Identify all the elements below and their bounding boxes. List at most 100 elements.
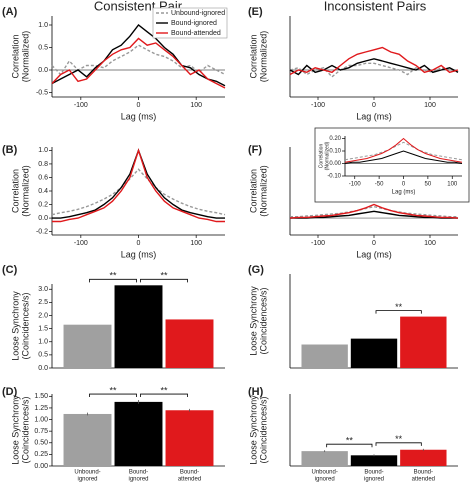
panel-label: (C) [2, 264, 18, 276]
significance-label: ** [160, 271, 168, 281]
bar [301, 344, 348, 368]
x-tick-label: attended [178, 477, 201, 483]
y-tick-label: 0.4 [38, 188, 48, 195]
y-tick-label: 1.25 [34, 405, 48, 412]
x-tick-label: -100 [311, 102, 325, 109]
y-axis-label: (Coincidences/s) [20, 396, 30, 463]
y-axis-label: Correlation [318, 144, 324, 169]
y-axis-label: Correlation [248, 169, 258, 213]
bar [114, 401, 163, 466]
y-tick-label: 0.8 [38, 161, 48, 168]
significance-label: ** [160, 385, 168, 395]
y-tick-label: 0.0 [38, 215, 48, 222]
panel: (D)Loose Synchrony (Coincidences/s) 0.00 0.… [2, 385, 225, 483]
significance-label: ** [109, 271, 117, 281]
series-line [51, 37, 226, 89]
y-tick-label: 0.5 [38, 44, 48, 51]
panel: (C) Loose Synchrony (Coincidences/s) 0.0 0.5… [2, 264, 225, 372]
bar [400, 316, 447, 368]
x-tick-label: 0 [402, 182, 406, 188]
panel: (A) Correlation (Normalized) -0.5 0.0 0.5 1.0 -… [2, 6, 228, 121]
bar [114, 285, 163, 368]
y-tick-label: 0.10 [329, 149, 341, 155]
y-axis-label: (Normalized) [258, 165, 268, 217]
x-axis-label: Lag (ms) [392, 190, 416, 196]
y-tick-label: 1.5 [38, 325, 48, 332]
panel-label: (A) [2, 6, 18, 18]
y-tick-label: 0.75 [34, 428, 48, 435]
y-tick-label: -0.5 [36, 89, 48, 96]
y-tick-label: -0.10 [327, 174, 341, 180]
x-tick-label: ignored [128, 477, 148, 483]
x-tick-label: Bound- [180, 470, 199, 476]
panel-label: (E) [248, 6, 263, 18]
x-tick-label: 0 [372, 102, 376, 109]
bar [350, 455, 398, 466]
significance-label: ** [395, 434, 403, 444]
x-tick-label: -100 [349, 182, 362, 188]
y-tick-label: 3.0 [38, 286, 48, 293]
significance-label: ** [109, 385, 117, 395]
significance-bracket [326, 443, 373, 448]
y-tick-label: 2.5 [38, 299, 48, 306]
bar [301, 451, 348, 466]
x-axis-label: Lag (ms) [356, 111, 392, 121]
x-tick-label: 100 [447, 182, 458, 188]
y-tick-label: 0.0 [38, 365, 48, 372]
significance-bracket [375, 310, 422, 314]
series-line [344, 150, 463, 164]
panel-label: (D) [2, 386, 18, 398]
x-tick-label: 50 [425, 182, 432, 188]
y-axis-label: Loose Synchrony [10, 291, 20, 361]
x-tick-label: Bound- [129, 470, 148, 476]
significance-label: ** [395, 302, 403, 312]
y-axis-label: Correlation [10, 169, 20, 213]
y-axis-label: (Normalized) [258, 31, 268, 83]
series-line [289, 58, 459, 76]
y-axis-label: (Coincidences/s) [258, 396, 268, 463]
y-axis-label: (Coincidences/s) [258, 287, 268, 354]
series-line [289, 46, 459, 76]
panel-label: (H) [248, 386, 264, 398]
x-tick-label: attended [412, 477, 435, 483]
y-tick-label: 1.0 [38, 339, 48, 346]
series-line [290, 210, 458, 219]
panel: (H)Loose Synchrony (Coincidences/s) Unboun… [248, 386, 458, 483]
y-tick-label: 0.50 [34, 440, 48, 447]
x-tick-label: 100 [190, 102, 202, 109]
y-tick-label: 0.0 [38, 67, 48, 74]
y-axis-label: (Coincidences/s) [20, 292, 30, 359]
bar [165, 319, 214, 368]
panel-label: (B) [2, 144, 18, 156]
y-tick-label: 0.5 [38, 352, 48, 359]
y-tick-label: 1.00 [34, 416, 48, 423]
x-tick-label: ignored [77, 477, 97, 483]
x-tick-label: Bound- [414, 470, 433, 476]
legend-label: Unbound-ignored [171, 10, 225, 17]
panel: (B) Correlation (Normalized) -0.2 0.0 0.2 0.4 0… [2, 144, 226, 259]
panel-label: (F) [248, 144, 262, 156]
series-line [344, 137, 463, 163]
legend-label: Bound-ignored [171, 20, 217, 27]
y-tick-label: 0.00 [329, 161, 341, 167]
y-tick-label: 1.0 [38, 22, 48, 29]
y-axis-label: Loose Synchrony [248, 286, 258, 356]
panel: (E) Correlation (Normalized) -100 0 100 Lag (m… [248, 6, 459, 121]
significance-bracket [89, 393, 137, 398]
bar [350, 338, 398, 368]
y-tick-label: -0.2 [36, 228, 48, 235]
x-tick-label: ignored [315, 477, 335, 483]
y-tick-label: 0.25 [34, 451, 48, 458]
x-tick-label: 100 [424, 102, 436, 109]
y-axis-label: (Normalized) [324, 141, 330, 170]
x-axis-label: Lag (ms) [121, 249, 157, 259]
x-tick-label: ignored [364, 477, 384, 483]
y-tick-label: 0.6 [38, 174, 48, 181]
series-line [344, 141, 463, 161]
significance-bracket [375, 442, 422, 446]
x-tick-label: -100 [311, 240, 325, 247]
panel-label: (G) [248, 264, 264, 276]
significance-label: ** [346, 436, 354, 446]
legend-label: Bound-attended [171, 30, 221, 37]
